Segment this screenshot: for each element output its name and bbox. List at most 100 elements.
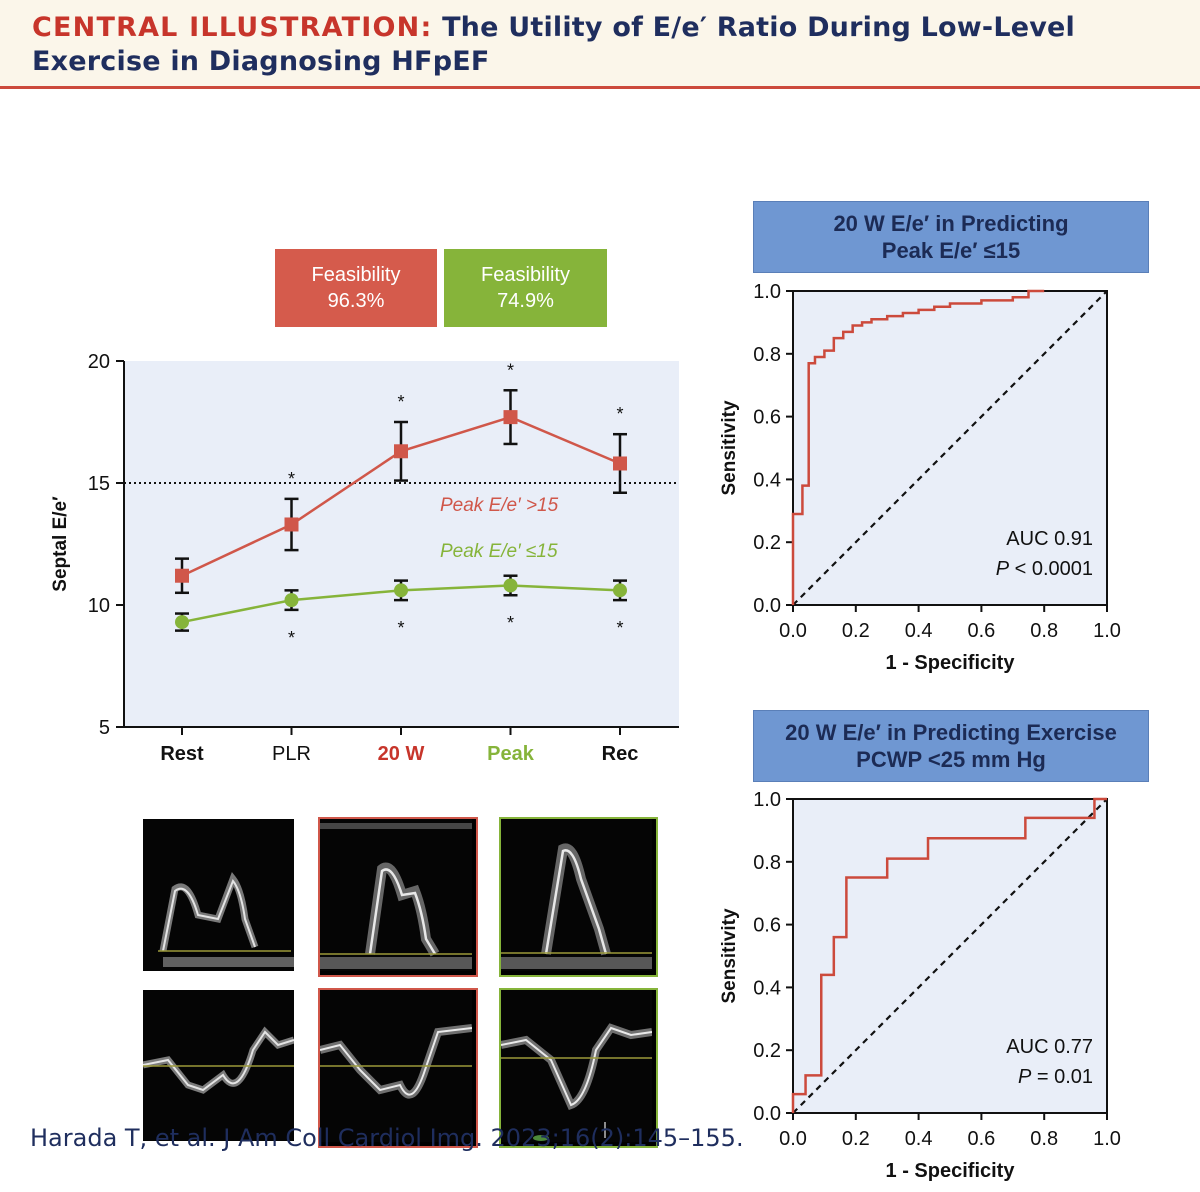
- title-kicker: CENTRAL ILLUSTRATION:: [32, 12, 433, 43]
- roc1-p-value: P < 0.0001: [996, 558, 1093, 580]
- data-point: [394, 444, 408, 459]
- roc2-auc-label: AUC 0.77: [1006, 1036, 1093, 1058]
- roc2-x-tick-label: 1.0: [1093, 1128, 1121, 1150]
- data-point: [284, 517, 299, 532]
- roc1-x-tick-label: 1.0: [1093, 620, 1121, 642]
- roc2-x-tick-label: 0.8: [1030, 1128, 1058, 1150]
- roc1-y-tick-label: 0.8: [753, 344, 781, 366]
- roc2-y-tick-label: 0.6: [753, 915, 781, 937]
- roc1-auc-label: AUC 0.91: [1006, 528, 1093, 550]
- roc1-y-tick-label: 0.0: [753, 595, 781, 617]
- rest-tissue-trace: [143, 990, 294, 1141]
- roc2-y-tick-label: 0.2: [753, 1040, 781, 1062]
- roc1-title-line-2: Peak E/e′ ≤15: [881, 238, 1021, 263]
- roc1-y-tick-label: 0.2: [753, 532, 781, 554]
- series-peak-low: * * * *: [175, 574, 627, 648]
- y-tick-label: 15: [88, 473, 110, 495]
- significance-marker: *: [288, 469, 295, 489]
- data-point: [175, 615, 189, 630]
- y-tick-label: 20: [88, 351, 110, 373]
- roc1-roc-curve: [791, 289, 1045, 605]
- roc1-p-number: < 0.0001: [1009, 558, 1093, 580]
- roc2-title-box: 20 W E/e′ in Predicting Exercise PCWP <2…: [753, 710, 1149, 782]
- data-point: [394, 583, 408, 598]
- roc2-y-tick-label: 0.0: [753, 1103, 781, 1125]
- roc2-chart: 0.0 0.0 0.2 0.2 0.4 0.4 0.6 0.6 0.8 0.8 1.0 1.0 1 - …: [719, 789, 1121, 1182]
- data-point: [503, 410, 518, 425]
- roc2-p-value: P = 0.01: [1018, 1066, 1093, 1088]
- roc2-x-tick-label: 0.4: [905, 1128, 933, 1150]
- page-title-line-2: Exercise in Diagnosing HFpEF: [32, 46, 490, 77]
- data-point: [613, 456, 627, 471]
- roc2-x-tick-label: 0.6: [967, 1128, 995, 1150]
- y-axis-label: Septal E/e′: [50, 496, 71, 592]
- roc1-y-axis-label: Sensitivity: [719, 400, 740, 495]
- roc2-p-symbol: P: [1018, 1066, 1032, 1088]
- roc1-x-tick-label: 0.2: [842, 620, 870, 642]
- echo-rest-tissue-doppler-image: [143, 990, 294, 1141]
- x-tick-label: Peak: [487, 743, 535, 765]
- roc2-x-tick-label: 0.2: [842, 1128, 870, 1150]
- page-title-line-1: CENTRAL ILLUSTRATION: The Utility of E/e…: [32, 12, 1075, 43]
- illustration-panel: Feasibility 96.3% Feasibility 74.9% 5 10 1…: [0, 89, 1200, 1182]
- rest-doppler-trace: [143, 819, 294, 971]
- plot-background: [124, 361, 679, 727]
- significance-marker: *: [288, 628, 295, 648]
- feasibility-value: 96.3%: [327, 290, 385, 312]
- significance-marker: *: [397, 392, 404, 412]
- roc1-x-tick-label: 0.8: [1030, 620, 1058, 642]
- y-tick-label: 5: [99, 717, 110, 739]
- series-label: Peak E/e′ >15: [440, 495, 559, 516]
- data-point: [175, 568, 189, 583]
- roc1-y-tick-label: 0.4: [753, 469, 781, 491]
- echo-peak-tissue-doppler-image: [499, 988, 658, 1148]
- feasibility-label: Feasibility: [311, 264, 401, 286]
- roc1-y-tick-label: 1.0: [753, 281, 781, 303]
- echo-rest-doppler-image: [143, 819, 294, 971]
- x-tick-label: 20 W: [378, 743, 425, 765]
- series-label: Peak E/e′ ≤15: [440, 541, 558, 562]
- 20w-doppler-trace: [320, 819, 472, 971]
- title-text-1: The Utility of E/e′ Ratio During Low-Lev…: [442, 12, 1076, 43]
- significance-marker: *: [507, 613, 514, 633]
- roc1-p-symbol: P: [996, 558, 1010, 580]
- roc1-x-axis-label: 1 - Specificity: [886, 652, 1016, 674]
- feasibility-label: Feasibility: [481, 264, 570, 286]
- roc1-title-box: 20 W E/e′ in Predicting Peak E/e′ ≤15: [753, 201, 1149, 273]
- significance-marker: *: [616, 618, 623, 638]
- 20w-tissue-trace: [320, 990, 473, 1142]
- roc1-reference-diagonal: [792, 290, 1108, 606]
- echo-peak-doppler-image: [499, 817, 658, 977]
- peak-doppler-trace: [501, 819, 652, 971]
- significance-marker: *: [397, 618, 404, 638]
- series-peak-high: * * * *: [175, 360, 627, 595]
- header-bar: CENTRAL ILLUSTRATION: The Utility of E/e…: [0, 0, 1200, 89]
- roc2-p-number: = 0.01: [1031, 1066, 1093, 1088]
- roc2-y-tick-label: 0.8: [753, 852, 781, 874]
- roc1-x-tick-label: 0.6: [967, 620, 995, 642]
- echo-20w-tissue-doppler-image: [318, 988, 478, 1148]
- roc1-x-tick-label: 0.4: [905, 620, 933, 642]
- feasibility-20w-box: Feasibility 96.3%: [275, 249, 437, 327]
- data-point: [613, 583, 627, 598]
- significance-marker: *: [616, 404, 623, 424]
- x-tick-label: PLR: [272, 743, 311, 765]
- echo-20w-doppler-image: [318, 817, 478, 977]
- feasibility-peak-box: Feasibility 74.9%: [444, 249, 607, 327]
- roc2-x-tick-label: 0.0: [779, 1128, 807, 1150]
- roc2-reference-diagonal: [792, 798, 1108, 1114]
- roc1-title-line-1: 20 W E/e′ in Predicting: [833, 211, 1069, 236]
- roc2-y-tick-label: 0.4: [753, 977, 781, 999]
- data-point: [503, 578, 518, 593]
- roc2-title-line-1: 20 W E/e′ in Predicting Exercise: [785, 720, 1117, 745]
- roc1-chart: 0.0 0.0 0.2 0.2 0.4 0.4 0.6 0.6 0.8 0.8 1.0 1.0 1 - …: [719, 281, 1121, 674]
- roc1-y-tick-label: 0.6: [753, 407, 781, 429]
- significance-marker: *: [507, 360, 514, 380]
- y-tick-label: 10: [88, 595, 110, 617]
- data-point: [284, 593, 299, 608]
- x-tick-label: Rest: [160, 743, 204, 765]
- peak-tissue-trace: [501, 990, 653, 1142]
- feasibility-value: 74.9%: [497, 290, 554, 312]
- roc2-roc-curve: [791, 797, 1107, 1113]
- roc2-y-axis-label: Sensitivity: [719, 908, 740, 1003]
